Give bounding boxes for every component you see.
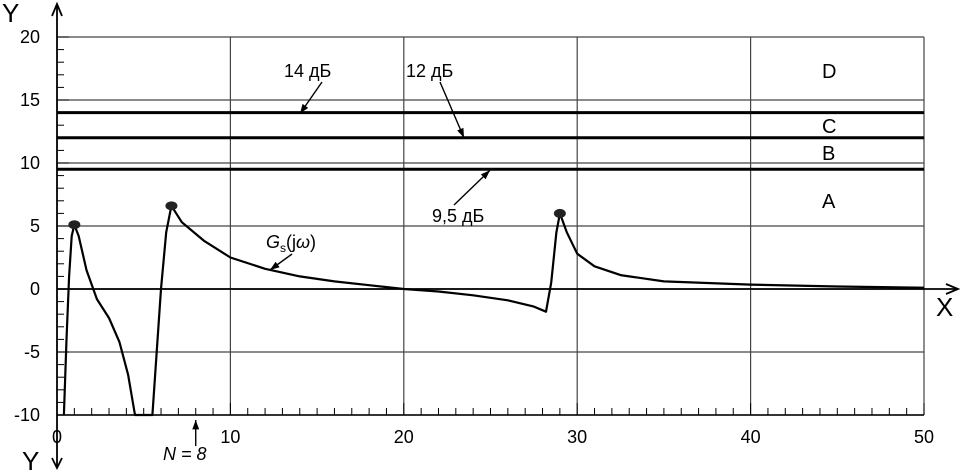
threshold-label-9.5: 9,5 дБ xyxy=(432,206,484,226)
region-label-b: B xyxy=(822,143,835,165)
y-tick-label: 20 xyxy=(20,27,40,47)
x-tick-label: 40 xyxy=(741,427,761,447)
y-tick-label: -10 xyxy=(14,405,40,425)
region-label-d: D xyxy=(822,61,836,83)
axes: -10 -5 0 5 10 15 20 0 10 20 30 40 50 xyxy=(14,1,961,471)
x-tick-label: 0 xyxy=(52,427,62,447)
y-tick-label: 10 xyxy=(20,153,40,173)
y-tick-label: -5 xyxy=(24,342,40,362)
marker-arrow-head xyxy=(192,420,200,430)
x-axis-label: X xyxy=(936,292,953,322)
threshold-lines xyxy=(57,81,924,446)
series xyxy=(62,201,925,417)
threshold-pointer-12 xyxy=(439,81,465,139)
y-tick-label: 5 xyxy=(30,216,40,236)
marker-label: N = 8 xyxy=(163,444,207,464)
x-tick-label: 10 xyxy=(220,427,240,447)
threshold-label-12: 12 дБ xyxy=(406,61,453,81)
y-tick-label: 15 xyxy=(20,90,40,110)
x-tick-label: 50 xyxy=(914,427,934,447)
threshold-label-14: 14 дБ xyxy=(284,61,331,81)
y-tick-label: 0 xyxy=(30,279,40,299)
x-tick-label: 20 xyxy=(394,427,414,447)
y-axis-label-bottom: Y xyxy=(22,446,39,473)
peak-point xyxy=(68,220,81,230)
y-axis-arrow-bottom xyxy=(51,457,63,471)
y-axis-label: Y xyxy=(2,0,19,28)
y-axis-arrow xyxy=(51,1,63,17)
threshold-pointer-14-head xyxy=(300,103,309,114)
peak-point xyxy=(165,201,178,211)
threshold-pointer-12-head xyxy=(457,127,464,138)
series-line xyxy=(62,204,925,417)
region-label-a: A xyxy=(822,191,836,213)
peak-point xyxy=(553,208,566,218)
series-label: Gs(jω) xyxy=(266,232,316,255)
x-axis-arrow xyxy=(945,283,961,295)
x-tick-label: 30 xyxy=(567,427,587,447)
region-label-c: C xyxy=(822,116,836,138)
series-label-pointer-head xyxy=(270,261,280,270)
threshold-pointer-9.5-head xyxy=(480,170,490,180)
